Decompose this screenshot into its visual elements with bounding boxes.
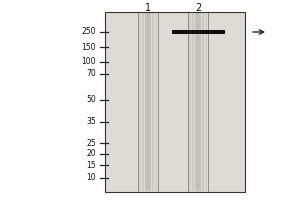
Text: 50: 50	[86, 96, 96, 104]
Text: 250: 250	[82, 27, 96, 36]
Text: 100: 100	[82, 58, 96, 66]
Text: 70: 70	[86, 70, 96, 78]
Text: 25: 25	[86, 138, 96, 148]
Text: 150: 150	[82, 43, 96, 51]
Bar	[172, 30, 225, 34]
Text: 2: 2	[195, 3, 201, 13]
Bar	[105, 12, 245, 192]
Text: 10: 10	[86, 173, 96, 182]
Text: 20: 20	[86, 150, 96, 158]
Text: 15: 15	[86, 160, 96, 170]
Text: 35: 35	[86, 117, 96, 127]
Text: 1: 1	[145, 3, 151, 13]
